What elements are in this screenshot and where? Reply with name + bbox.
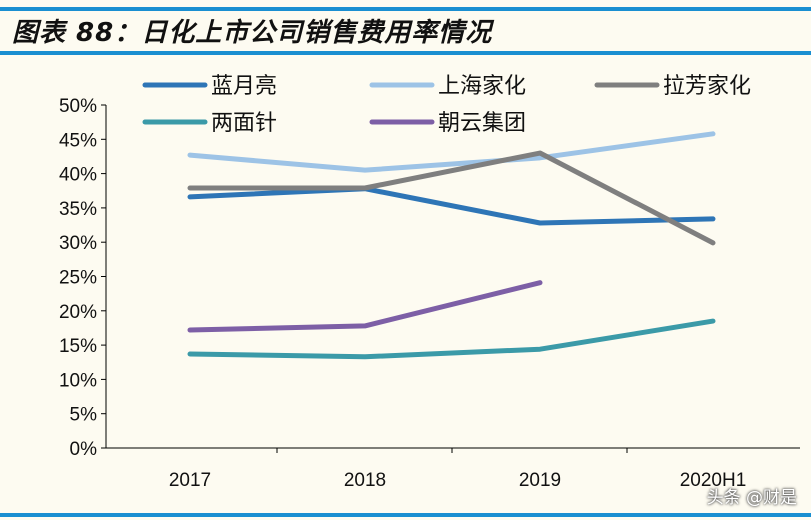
series-line xyxy=(187,131,716,173)
y-tick-label: 50% xyxy=(59,96,97,117)
series-line xyxy=(187,150,716,246)
y-tick-label: 30% xyxy=(59,233,97,254)
y-tick-label: 0% xyxy=(70,439,98,460)
x-tick-label: 2019 xyxy=(519,470,561,491)
y-tick-label: 40% xyxy=(59,165,97,186)
x-tick-label: 2018 xyxy=(344,470,386,491)
legend-label: 两面针 xyxy=(211,111,277,136)
title-rule xyxy=(0,51,811,55)
y-tick-label: 45% xyxy=(59,130,97,151)
chart-title: 图表 88：日化上市公司销售费用率情况 xyxy=(12,18,493,48)
legend-label: 蓝月亮 xyxy=(211,74,277,99)
y-tick-label: 35% xyxy=(59,199,97,220)
legend-label: 上海家化 xyxy=(438,74,526,99)
x-tick-label: 2020H1 xyxy=(680,470,747,491)
legend-label: 朝云集团 xyxy=(438,111,526,136)
watermark: 头条 @财是 xyxy=(706,488,797,508)
bottom-rule xyxy=(0,513,811,517)
y-tick-label: 15% xyxy=(59,336,97,357)
series-line xyxy=(187,318,716,360)
y-tick-label: 25% xyxy=(59,268,97,289)
top-rule xyxy=(0,7,811,11)
x-tick-label: 2017 xyxy=(169,470,211,491)
y-tick-label: 5% xyxy=(70,405,98,426)
y-tick-label: 20% xyxy=(59,302,97,323)
series-line xyxy=(187,280,543,333)
legend-label: 拉芳家化 xyxy=(663,74,751,99)
series-line xyxy=(187,186,716,226)
y-tick-label: 10% xyxy=(59,370,97,391)
